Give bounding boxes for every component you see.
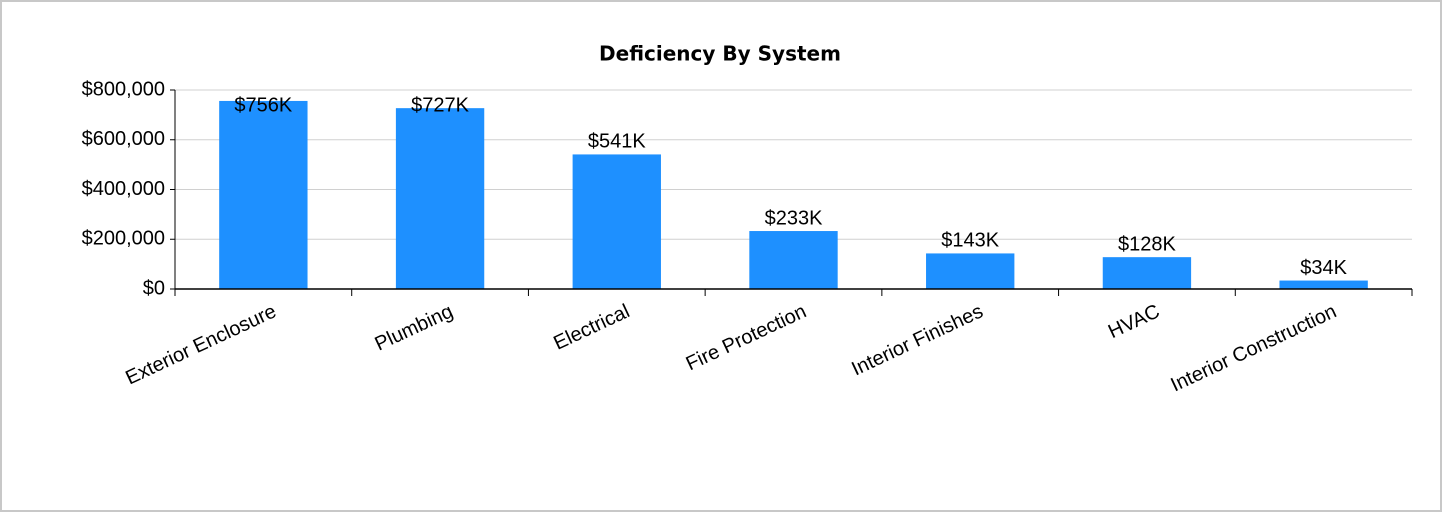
data-label: $727K [411, 94, 469, 116]
y-tick-label: $400,000 [82, 178, 165, 200]
y-tick-label: $0 [143, 277, 165, 299]
bar [1102, 257, 1192, 289]
chart-title: Deficiency By System [599, 42, 841, 66]
y-tick-label: $200,000 [82, 228, 165, 250]
y-tick-label: $600,000 [82, 128, 165, 150]
bar [219, 100, 308, 289]
y-tick-label: $800,000 [82, 78, 165, 100]
bar [749, 231, 838, 289]
bar [926, 253, 1015, 289]
data-label: $756K [234, 94, 292, 116]
bar [572, 154, 661, 289]
data-label: $34K [1300, 257, 1347, 279]
data-label: $128K [1118, 233, 1176, 255]
data-label: $233K [765, 207, 823, 229]
data-label: $541K [588, 131, 646, 153]
data-label: $143K [941, 230, 999, 252]
bar [1279, 280, 1368, 289]
bar [395, 108, 485, 289]
